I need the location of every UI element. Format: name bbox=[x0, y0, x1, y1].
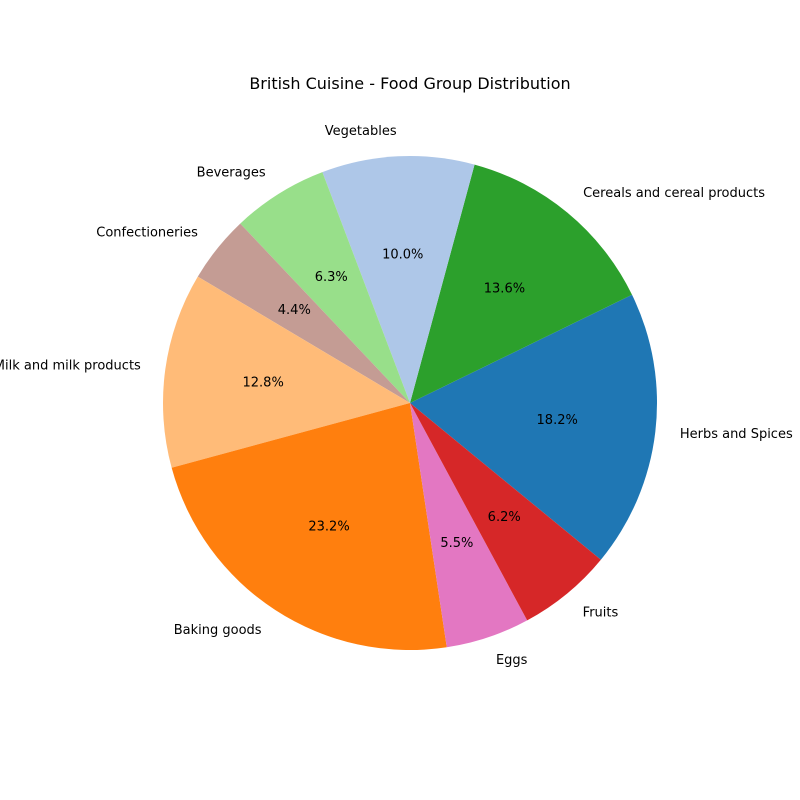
percent-label-eggs: 5.5% bbox=[440, 536, 473, 551]
percent-label-fruits: 6.2% bbox=[488, 510, 521, 525]
slice-label-baking-goods: Baking goods bbox=[174, 623, 262, 638]
slice-label-cereals-and-cereal-products: Cereals and cereal products bbox=[583, 186, 765, 201]
pie-labels: Herbs and Spices 18.2% Cereals and cereal … bbox=[0, 124, 793, 668]
slice-label-beverages: Beverages bbox=[197, 165, 266, 180]
percent-label-confectioneries: 4.4% bbox=[278, 303, 311, 318]
pie-slice-milk-and-milk-products bbox=[162, 276, 410, 468]
percent-label-milk-and-milk-products: 12.8% bbox=[243, 375, 284, 390]
pie-slice-herbs-and-spices bbox=[410, 294, 658, 560]
pie-slice-fruits bbox=[410, 403, 601, 621]
pie-slice-baking-goods bbox=[171, 403, 447, 651]
slice-label-vegetables: Vegetables bbox=[325, 124, 397, 139]
percent-label-baking-goods: 23.2% bbox=[308, 520, 349, 535]
pie-slice-eggs bbox=[410, 403, 528, 648]
pie-slice-cereals-and-cereal-products bbox=[410, 164, 633, 403]
pie-slice-confectioneries bbox=[197, 223, 410, 403]
pie-slice-vegetables bbox=[322, 155, 475, 403]
slice-label-herbs-and-spices: Herbs and Spices bbox=[680, 427, 793, 442]
percent-label-herbs-and-spices: 18.2% bbox=[537, 413, 578, 428]
pie-slice-beverages bbox=[240, 172, 410, 403]
slice-label-milk-and-milk-products: Milk and milk products bbox=[0, 359, 141, 374]
percent-label-vegetables: 10.0% bbox=[382, 247, 423, 262]
slice-label-eggs: Eggs bbox=[496, 653, 528, 668]
percent-label-cereals-and-cereal-products: 13.6% bbox=[484, 281, 525, 296]
slice-label-confectioneries: Confectioneries bbox=[96, 226, 198, 241]
percent-label-beverages: 6.3% bbox=[315, 270, 348, 285]
pie-slices bbox=[162, 155, 658, 651]
chart-title: British Cuisine - Food Group Distributio… bbox=[249, 74, 570, 93]
slice-label-fruits: Fruits bbox=[583, 605, 619, 620]
